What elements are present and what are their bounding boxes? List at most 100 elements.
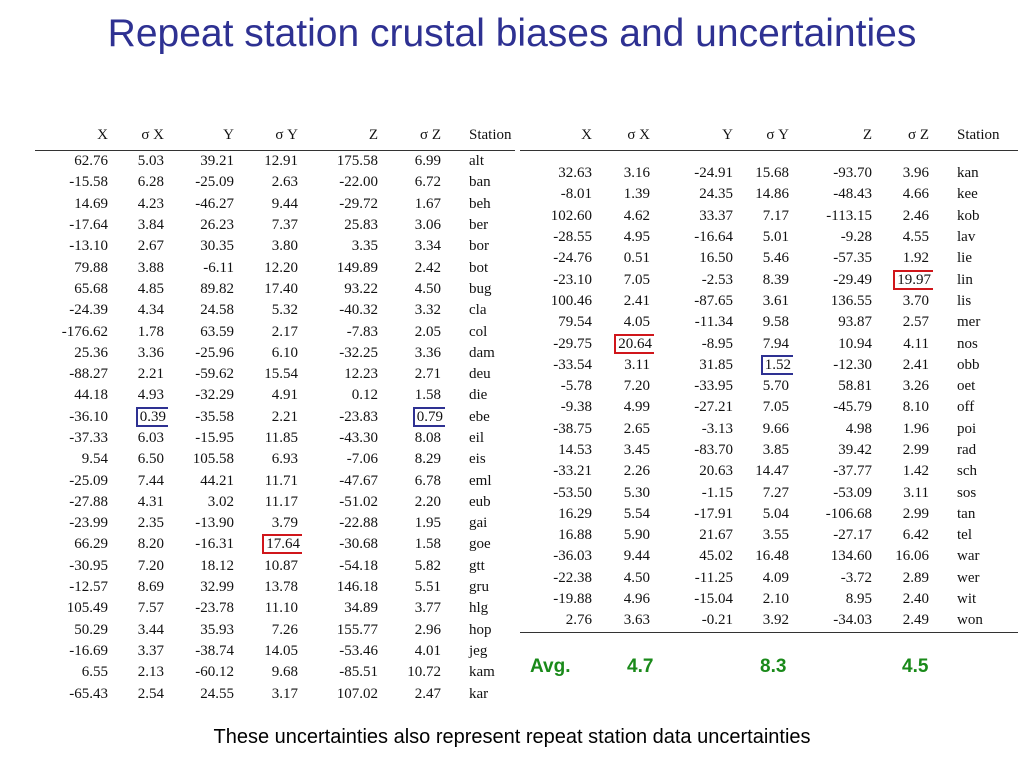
cell: -59.62: [195, 366, 234, 383]
table-row: -25.09 7.44 44.21 11.71 -47.67 6.78 eml: [35, 470, 515, 491]
cell: -46.27: [195, 195, 234, 212]
table-row: -37.33 6.03 -15.95 11.85 -43.30 8.08 eil: [35, 428, 515, 449]
cell: 21.67: [699, 527, 733, 544]
cell: 6.78: [414, 472, 441, 489]
cell: -19.88: [553, 591, 592, 608]
station-code: won: [933, 610, 1018, 633]
cell: -13.90: [195, 515, 234, 532]
table-row: -88.27 2.21 -59.62 15.54 12.23 2.71 deu: [35, 364, 515, 385]
cell: 8.10: [902, 399, 929, 416]
cell: 24.35: [699, 186, 733, 203]
table-row: 32.63 3.16 -24.91 15.68 -93.70 3.96 kan: [520, 163, 1018, 184]
station-code: kee: [957, 186, 978, 203]
cell: 0.51: [623, 250, 650, 267]
cell: -43.30: [339, 430, 378, 446]
cell: 12.23: [344, 366, 378, 383]
cell: 2.96: [414, 621, 441, 638]
table-row: 25.36 3.36 -25.96 6.10 -32.25 3.36 dam: [35, 343, 515, 364]
cell: 3.11: [624, 356, 650, 373]
cell: -35.58: [195, 408, 234, 425]
table-row: 100.46 2.41 -87.65 3.61 136.55 3.70 lis: [520, 291, 1018, 312]
cell: 4.50: [414, 280, 441, 297]
cell: 2.49: [876, 610, 933, 633]
cell: -7.06: [346, 451, 378, 468]
cell: 9.68: [271, 664, 298, 681]
cell: 4.96: [623, 591, 650, 608]
cell: -6.11: [203, 259, 234, 276]
table-row: 105.49 7.57 -23.78 11.10 34.89 3.77 hlg: [35, 598, 515, 619]
cell: 6.28: [137, 174, 164, 191]
cell: 63.59: [200, 323, 234, 340]
cell: 3.16: [623, 165, 650, 182]
cell: 5.04: [762, 505, 789, 522]
cell: -29.75: [553, 335, 592, 352]
cell: 7.05: [623, 271, 650, 288]
station-code: poi: [957, 420, 977, 437]
cell: 2.40: [902, 591, 929, 608]
slide-title: Repeat station crustal biases and uncert…: [107, 12, 917, 55]
cell: -33.21: [553, 463, 592, 480]
cell: 62.76: [74, 153, 108, 170]
cell: 1.39: [623, 186, 650, 203]
cell: 1.78: [137, 323, 164, 340]
table-row: -12.57 8.69 32.99 13.78 146.18 5.51 gru: [35, 577, 515, 598]
cell: -106.68: [825, 505, 872, 522]
table-row: -38.75 2.65 -3.13 9.66 4.98 1.96 poi: [520, 419, 1018, 440]
cell: 2.21: [137, 366, 164, 383]
avg-value: 4.5: [902, 656, 929, 677]
cell: 136.55: [830, 292, 872, 309]
cell: -16.64: [694, 229, 733, 246]
cell: 45.02: [699, 548, 733, 565]
cell: 5.54: [623, 505, 650, 522]
highlighted-value: 0.39: [135, 406, 168, 427]
cell: 2.99: [902, 505, 929, 522]
station-code: off: [957, 399, 975, 416]
cell: 4.93: [137, 387, 164, 404]
table-row: 9.54 6.50 105.58 6.93 -7.06 8.29 eis: [35, 449, 515, 470]
cell: 3.70: [902, 292, 929, 309]
station-code: gai: [469, 515, 488, 532]
cell: -32.29: [195, 387, 234, 404]
cell: 2.46: [902, 207, 929, 224]
station-code: tan: [957, 505, 976, 522]
cell: 35.93: [200, 621, 234, 638]
station-code: lav: [957, 229, 976, 246]
station-code: oet: [957, 378, 976, 395]
cell: 6.50: [137, 451, 164, 468]
cell: -54.18: [339, 557, 378, 574]
cell: -53.09: [833, 484, 872, 501]
cell: 0.79: [382, 406, 445, 428]
cell: 3.63: [596, 610, 654, 633]
cell: 3.96: [902, 165, 929, 182]
cell: -29.72: [339, 195, 378, 212]
cell: -45.79: [833, 399, 872, 416]
cell: -30.95: [69, 557, 108, 574]
cell: 5.03: [137, 153, 164, 170]
cell: 18.12: [200, 557, 234, 574]
cell: -24.76: [553, 250, 592, 267]
cell: 8.08: [414, 430, 441, 446]
cell: -23.99: [69, 515, 108, 532]
cell: 11.10: [264, 600, 298, 617]
cell: 2.65: [623, 420, 650, 437]
cell: 5.51: [414, 579, 441, 596]
cell: 100.46: [550, 292, 592, 309]
cell: -36.10: [69, 408, 108, 425]
cell: 3.44: [137, 621, 164, 638]
cell: -3.72: [840, 569, 872, 586]
cell: -93.70: [833, 165, 872, 182]
cell: 32.63: [558, 165, 592, 182]
cell: 2.67: [137, 238, 164, 255]
table-row: -36.03 9.44 45.02 16.48 134.60 16.06 war: [520, 546, 1018, 567]
cell: 2.76: [520, 610, 596, 633]
cell: 8.39: [762, 271, 789, 288]
cell: -17.64: [69, 217, 108, 234]
cell: -36.03: [553, 548, 592, 565]
table-row: 44.18 4.93 -32.29 4.91 0.12 1.58 die: [35, 385, 515, 406]
cell: 7.57: [137, 600, 164, 617]
cell: 2.26: [623, 463, 650, 480]
cell: -51.02: [339, 493, 378, 510]
